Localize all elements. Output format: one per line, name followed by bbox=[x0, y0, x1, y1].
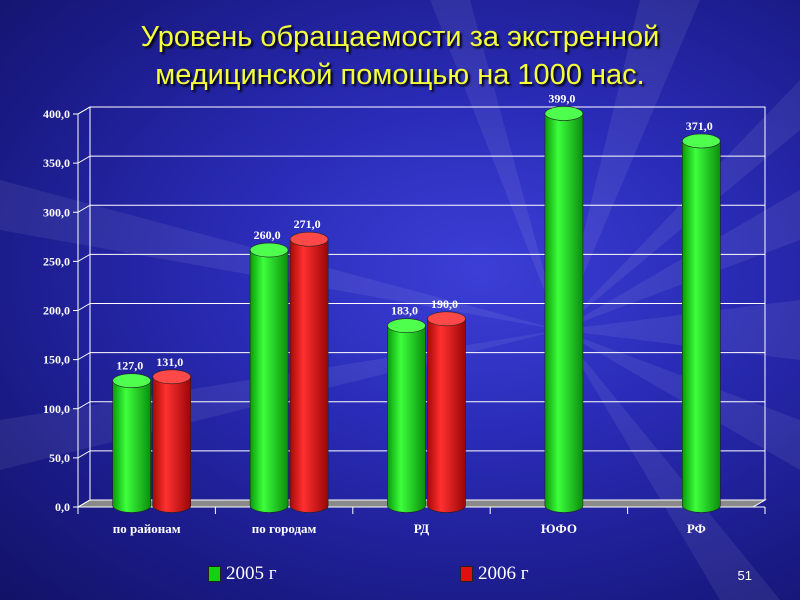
data-label: 183,0 bbox=[391, 304, 418, 318]
data-label: 371,0 bbox=[686, 119, 713, 133]
bar-2005 bbox=[682, 140, 721, 513]
x-tick-label: РФ bbox=[687, 521, 706, 536]
legend-item-2005: 2005 г bbox=[208, 563, 277, 585]
x-tick-label: по городам bbox=[252, 521, 317, 536]
gridline bbox=[77, 155, 765, 164]
bar-2005 bbox=[112, 380, 151, 513]
data-label: 127,0 bbox=[116, 359, 143, 373]
data-label: 399,0 bbox=[548, 91, 575, 105]
x-tick-label: ЮФО bbox=[541, 521, 577, 536]
bar-2005 bbox=[544, 113, 584, 513]
data-label: 190,0 bbox=[431, 297, 458, 311]
legend-label-2005: 2005 г bbox=[226, 563, 277, 584]
y-tick-label: 250,0 bbox=[43, 254, 70, 268]
bar-2005 bbox=[249, 249, 289, 513]
bar-top-2005 bbox=[681, 133, 721, 149]
data-label: 131,0 bbox=[156, 355, 183, 369]
legend-item-2006: 2006 г bbox=[460, 563, 529, 585]
y-tick-label: 150,0 bbox=[43, 353, 70, 367]
bar-2005 bbox=[387, 325, 426, 513]
gridline bbox=[77, 204, 765, 213]
gridline bbox=[77, 106, 765, 115]
x-tick-label: по районам bbox=[113, 521, 181, 536]
legend-label-2006: 2006 г bbox=[478, 563, 529, 584]
data-label: 271,0 bbox=[294, 217, 321, 231]
bar-top-2005 bbox=[249, 242, 289, 258]
y-tick-label: 50,0 bbox=[49, 451, 70, 465]
gridline bbox=[77, 352, 765, 361]
page-number: 51 bbox=[737, 568, 752, 583]
bar-2006 bbox=[152, 376, 191, 513]
y-tick-label: 0,0 bbox=[55, 500, 70, 514]
bar-top-2005 bbox=[544, 106, 584, 121]
y-tick-label: 350,0 bbox=[43, 156, 70, 170]
y-tick-label: 200,0 bbox=[43, 304, 70, 318]
legend-swatch-2006 bbox=[460, 566, 473, 582]
data-label: 260,0 bbox=[254, 228, 281, 242]
y-tick-label: 300,0 bbox=[43, 205, 70, 219]
bar-top-2005 bbox=[387, 318, 426, 334]
legend-swatch-2005 bbox=[208, 566, 221, 582]
gridline bbox=[77, 450, 765, 459]
gridline bbox=[77, 499, 765, 508]
bar-2006 bbox=[289, 238, 329, 513]
bar-top-2006 bbox=[427, 311, 466, 327]
gridline bbox=[77, 401, 765, 410]
x-tick-label: РД bbox=[414, 521, 430, 536]
gridline bbox=[77, 303, 765, 311]
bar-top-2006 bbox=[152, 369, 191, 385]
gridline bbox=[77, 253, 765, 262]
bar-2006 bbox=[427, 318, 466, 513]
y-tick-label: 100,0 bbox=[43, 402, 70, 416]
y-tick-label: 400,0 bbox=[43, 107, 70, 121]
bar-top-2006 bbox=[289, 231, 329, 247]
bar-top-2005 bbox=[112, 373, 151, 389]
chart-title: Уровень обращаемости за экстренной медиц… bbox=[140, 21, 660, 91]
